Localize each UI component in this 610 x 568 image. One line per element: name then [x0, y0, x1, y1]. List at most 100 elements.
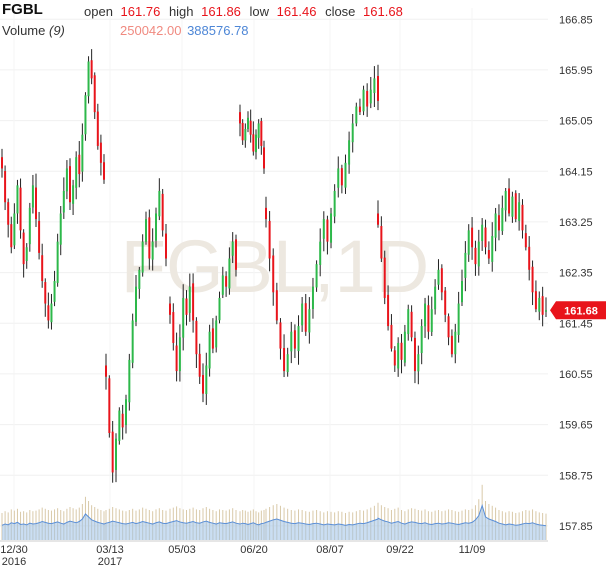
- candlestick-series: [1, 49, 547, 483]
- candle-up: [255, 134, 257, 153]
- y-tick-label: 158.75: [559, 470, 593, 482]
- open-value: 161.76: [120, 4, 161, 19]
- candle-down: [377, 213, 379, 225]
- candle-up: [397, 342, 400, 369]
- candle-up: [16, 185, 19, 214]
- candle-up: [84, 95, 87, 135]
- y-tick-label: 166.85: [559, 14, 593, 26]
- candle-down: [383, 257, 386, 298]
- candle-down: [96, 111, 99, 146]
- candle-down: [22, 232, 25, 265]
- candle-up: [454, 331, 457, 355]
- x-tick-label: 03/13: [96, 544, 124, 556]
- candle-down: [7, 202, 10, 225]
- y-axis: 166.85 165.95 165.05 164.15 163.25 162.35 161.…: [559, 14, 593, 533]
- candle-down: [521, 204, 524, 231]
- candle-up: [221, 275, 224, 295]
- candle-down: [108, 378, 111, 434]
- candle-up: [434, 286, 437, 310]
- candle-up: [62, 190, 65, 213]
- y-tick-label: 165.95: [559, 65, 593, 77]
- candle-up: [344, 162, 347, 188]
- candle-up: [65, 168, 68, 192]
- candle-up: [301, 303, 304, 326]
- candle-down: [528, 246, 531, 270]
- candle-up: [333, 190, 336, 217]
- candle-up: [231, 241, 234, 256]
- volume-pane: [1, 484, 547, 540]
- candle-down: [169, 303, 171, 315]
- candle-down: [252, 134, 255, 152]
- candle-down: [497, 215, 500, 231]
- candle-down: [390, 324, 393, 349]
- candle-up: [118, 410, 121, 441]
- candle-down: [121, 413, 124, 428]
- low-label: low: [249, 4, 270, 19]
- candle-down: [366, 90, 369, 107]
- candle-up: [518, 202, 521, 221]
- volume-period: (9): [49, 23, 65, 38]
- y-tick-label: 164.15: [559, 166, 593, 178]
- candle-down: [279, 322, 282, 349]
- chart-watermark: FGBL,1D: [121, 225, 429, 308]
- candle-up: [286, 354, 289, 373]
- candle-up: [369, 89, 372, 104]
- candle-down: [148, 217, 151, 259]
- candle-down: [484, 227, 487, 248]
- candle-down: [239, 112, 241, 124]
- candle-down: [202, 375, 204, 394]
- candle-up: [420, 326, 423, 354]
- close-value: 161.68: [363, 4, 403, 19]
- candle-down: [1, 157, 3, 169]
- candle-down: [487, 250, 490, 259]
- candle-up: [491, 236, 494, 262]
- candle-up: [128, 359, 131, 403]
- candle-up: [53, 281, 56, 302]
- candle-down: [304, 303, 307, 332]
- y-tick-label: 163.25: [559, 217, 593, 229]
- candle-down: [283, 347, 286, 372]
- candle-down: [241, 122, 244, 141]
- candle-down: [387, 294, 390, 327]
- candle-down: [195, 320, 198, 355]
- candle-up: [247, 117, 249, 129]
- candle-down: [99, 142, 102, 163]
- candle-down: [44, 282, 47, 304]
- candle-down: [165, 233, 167, 259]
- candle-up: [538, 297, 541, 312]
- last-price-badge: 161.68: [550, 301, 606, 320]
- candle-up: [511, 196, 514, 217]
- candle-up: [208, 331, 211, 369]
- candle-down: [410, 311, 413, 338]
- candle-up: [31, 185, 34, 208]
- symbol-title: FGBL: [2, 1, 43, 18]
- candle-up: [131, 320, 134, 363]
- candle-up: [135, 286, 137, 322]
- volume-area: [2, 505, 546, 540]
- candle-down: [103, 162, 105, 180]
- candle-up: [467, 230, 470, 255]
- volume-value: 250042.00: [120, 23, 182, 38]
- candle-up: [205, 365, 208, 395]
- candle-down: [447, 316, 450, 338]
- last-price-badge-bg: [550, 301, 606, 320]
- candle-up: [315, 264, 318, 288]
- x-tick-label: 09/22: [386, 544, 414, 556]
- candle-up: [430, 309, 433, 332]
- candle-up: [215, 320, 218, 348]
- candle-down: [541, 296, 544, 315]
- candle-up: [297, 326, 300, 352]
- candle-down: [211, 328, 214, 349]
- candle-down: [450, 335, 453, 355]
- candle-up: [244, 129, 247, 141]
- x-tick-label: 06/20: [240, 544, 268, 556]
- candle-down: [444, 290, 447, 315]
- close-label: close: [325, 4, 356, 19]
- candle-down: [508, 188, 511, 214]
- candle-up: [155, 213, 157, 241]
- candle-down: [78, 154, 81, 175]
- candle-up: [457, 303, 460, 335]
- candle-down: [175, 345, 178, 372]
- candle-down: [260, 121, 263, 146]
